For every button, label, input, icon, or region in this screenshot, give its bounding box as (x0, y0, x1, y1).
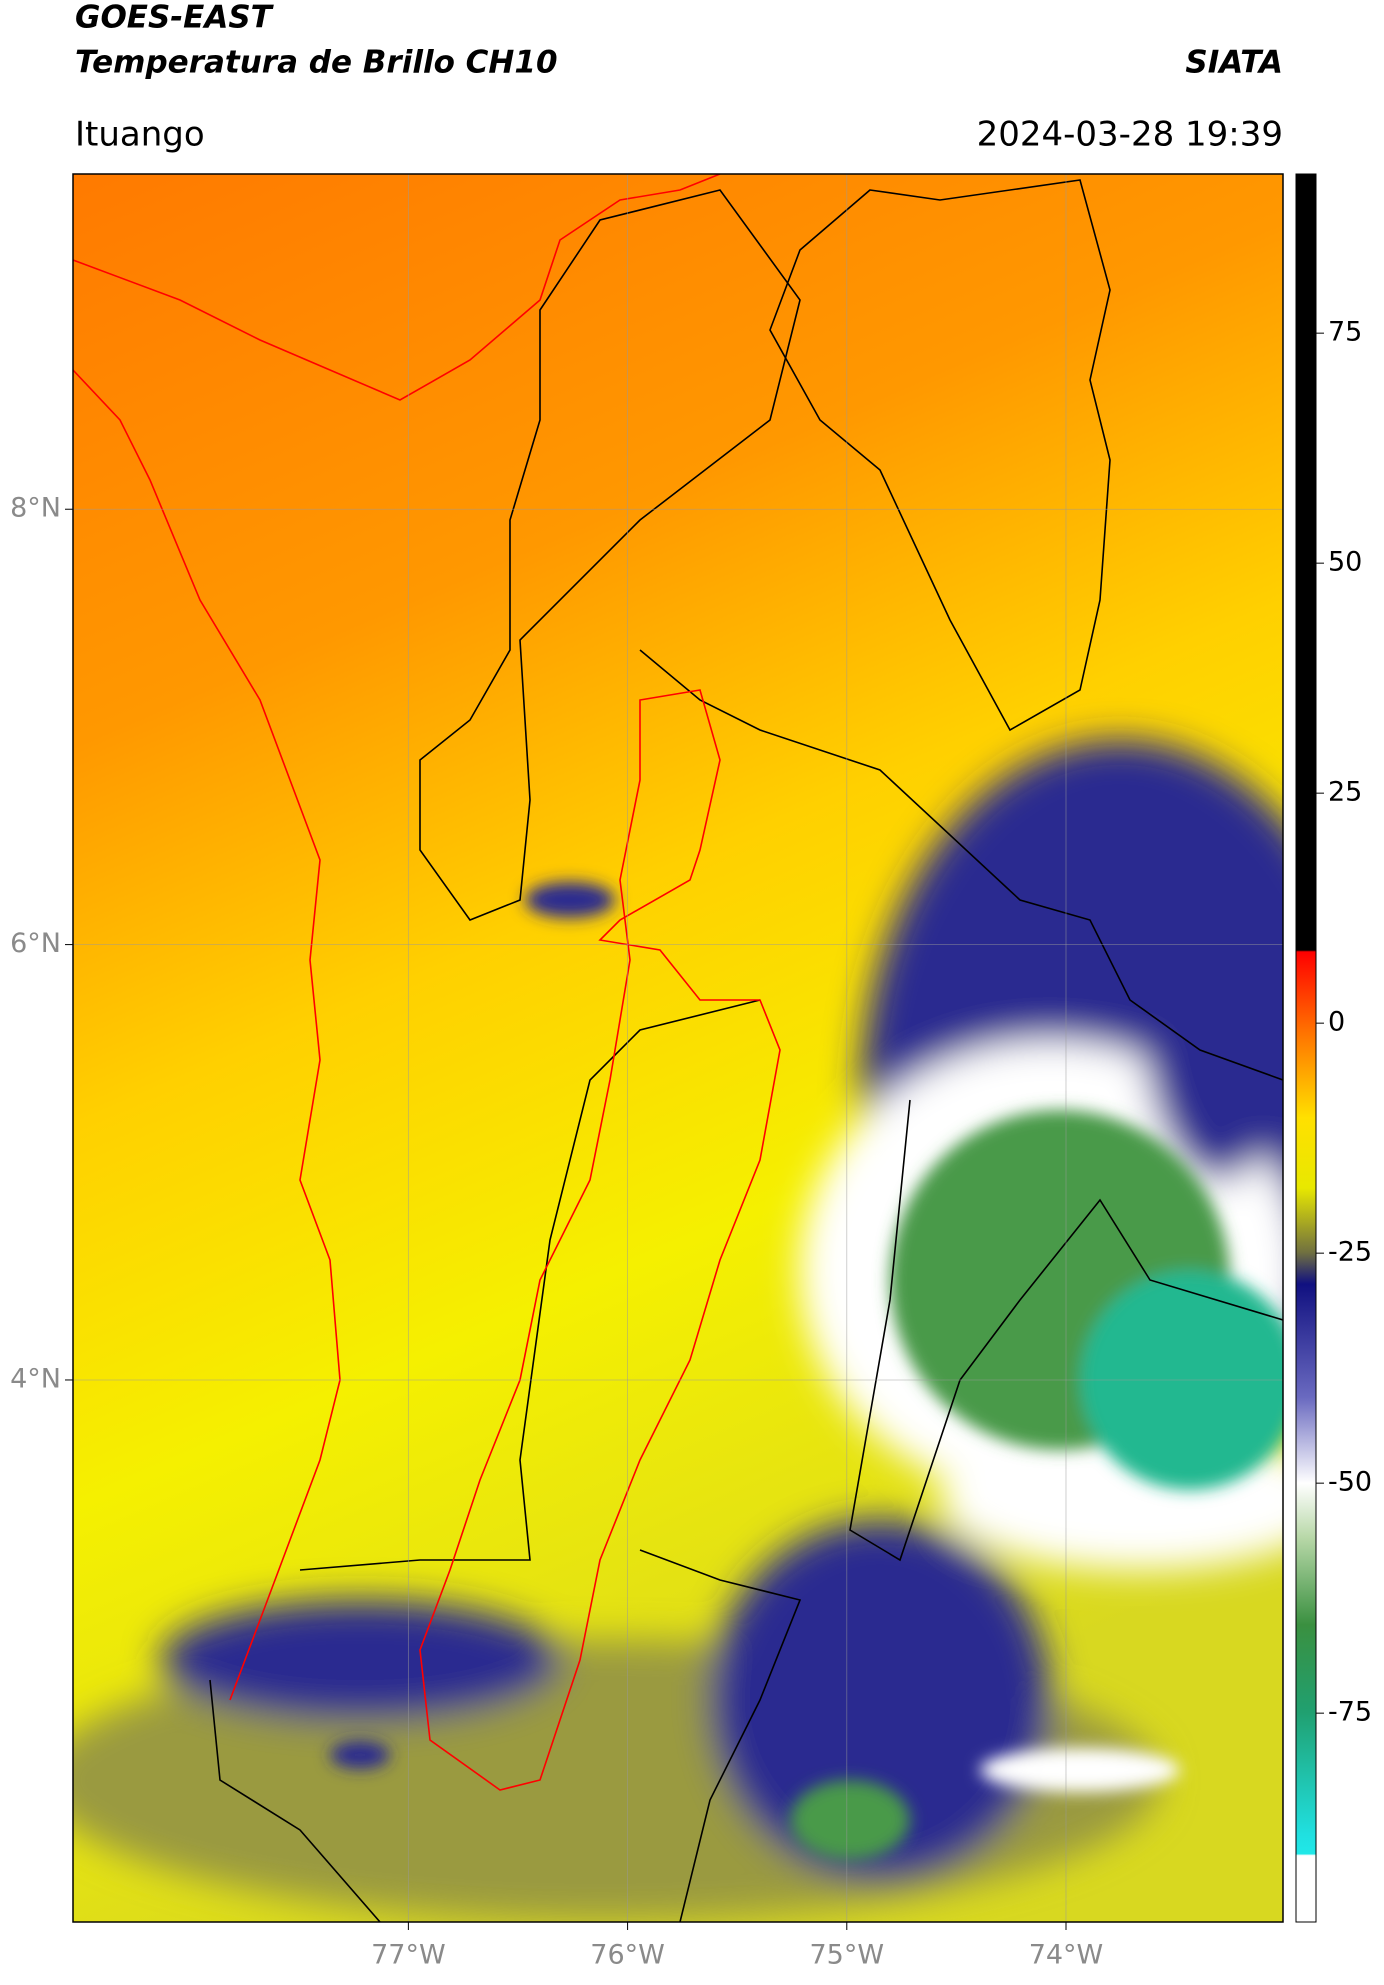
colorbar-tick-label: -75 (1328, 1697, 1372, 1728)
organization: SIATA (1185, 45, 1283, 81)
map-frame (72, 173, 1284, 1923)
location: Ituango (75, 115, 205, 155)
colorbar-tick-label: -50 (1328, 1467, 1372, 1498)
colorbar-tick-label: -25 (1328, 1237, 1372, 1268)
colorbar-tick-label: 25 (1328, 777, 1362, 808)
satellite-image (73, 174, 1283, 1922)
x-tick-label: 76°W (590, 1940, 665, 1971)
colorbar-tick-label: 0 (1328, 1007, 1345, 1038)
y-tick-label: 6°N (10, 928, 61, 959)
x-tick-label: 74°W (1029, 1940, 1104, 1971)
title: GOES-EAST (75, 0, 275, 36)
colorbar-tick-label: 75 (1328, 317, 1362, 348)
datetime: 2024-03-28 19:39 (977, 115, 1283, 155)
y-tick-label: 4°N (10, 1363, 61, 1394)
x-tick-label: 75°W (810, 1940, 885, 1971)
colorbar (1295, 173, 1317, 1923)
subtitle: Temperatura de Brillo CH10 (75, 45, 558, 81)
x-tick-label: 77°W (371, 1940, 446, 1971)
colorbar-tick-label: 50 (1328, 547, 1362, 578)
y-tick-label: 8°N (10, 493, 61, 524)
